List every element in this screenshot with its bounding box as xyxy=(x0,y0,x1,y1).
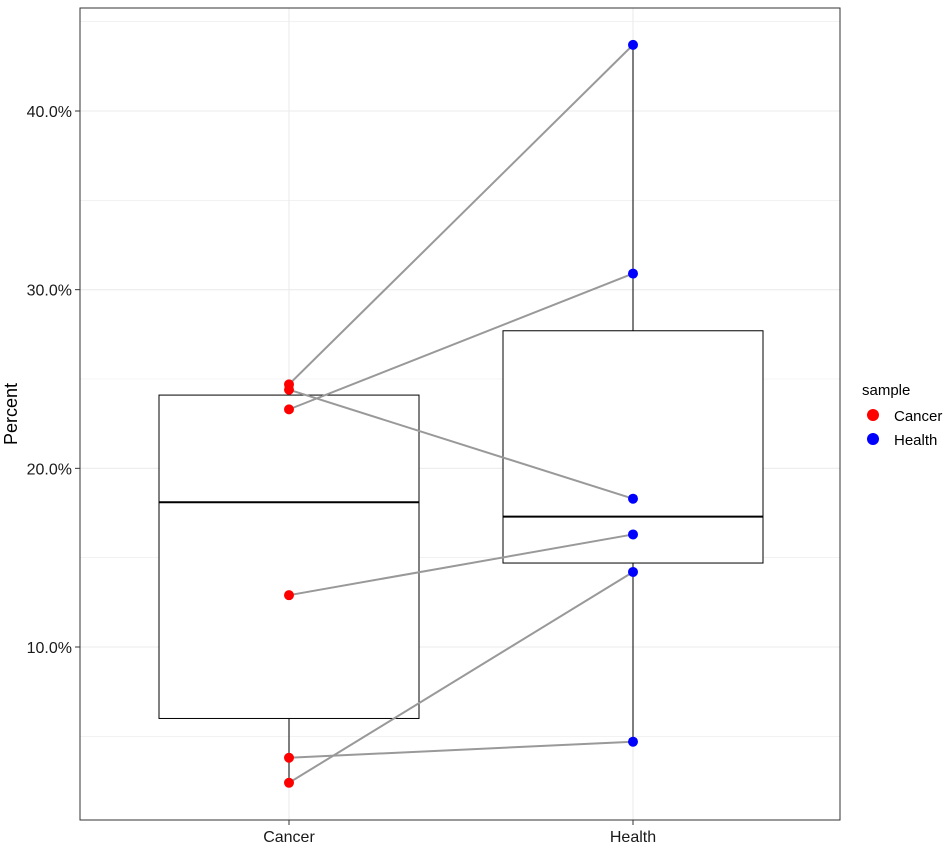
data-points xyxy=(284,39,638,788)
point-health xyxy=(628,529,638,540)
y-tick-label: 20.0% xyxy=(27,461,72,478)
y-tick-label: 30.0% xyxy=(27,283,72,300)
x-tick-label: Cancer xyxy=(263,829,315,846)
point-cancer xyxy=(284,777,294,788)
point-cancer xyxy=(284,752,294,763)
pair-lines xyxy=(288,44,634,784)
y-tick-label: 10.0% xyxy=(27,640,72,657)
legend-title: sample xyxy=(862,382,910,399)
pair-line xyxy=(288,533,634,597)
point-cancer xyxy=(284,404,294,415)
legend-key-cancer xyxy=(867,409,879,421)
x-tick-label: Health xyxy=(610,829,656,846)
pair-line xyxy=(288,272,634,411)
point-cancer xyxy=(284,384,294,395)
boxes xyxy=(158,44,764,783)
legend-key-health xyxy=(867,433,879,445)
panel-border xyxy=(79,7,841,821)
point-health xyxy=(628,566,638,577)
point-health xyxy=(628,736,638,747)
legend-label-health: Health xyxy=(894,432,937,449)
pair-line xyxy=(288,44,634,386)
point-cancer xyxy=(284,590,294,601)
pair-line xyxy=(288,388,634,500)
pair-line xyxy=(288,740,634,759)
legend: sample Cancer Health xyxy=(862,382,942,449)
box-health xyxy=(502,330,764,564)
axes: 10.0% 20.0% 30.0% 40.0% Cancer Health xyxy=(27,104,657,846)
pair-line xyxy=(288,571,634,784)
point-health xyxy=(628,268,638,279)
point-health xyxy=(628,39,638,50)
y-axis-title: Percent xyxy=(1,383,21,445)
point-health xyxy=(628,493,638,504)
legend-label-cancer: Cancer xyxy=(894,408,942,425)
y-tick-label: 40.0% xyxy=(27,104,72,121)
box-cancer xyxy=(158,394,420,719)
